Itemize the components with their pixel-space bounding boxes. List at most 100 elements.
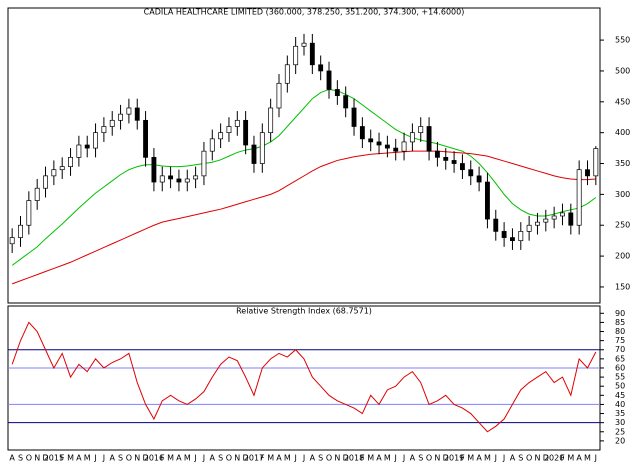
x-tick-label: N [234, 454, 240, 463]
candle-body [59, 166, 65, 171]
x-tick-label: J [293, 454, 296, 463]
x-tick-label: M [67, 454, 74, 463]
candle-body [401, 141, 407, 152]
x-tick-label: N [534, 454, 540, 463]
rsi-title: Relative Strength Index (68.7571) [236, 307, 372, 316]
candle-body [426, 126, 432, 152]
x-tick-label: A [376, 454, 382, 463]
candle-body [126, 107, 132, 115]
candle-body [284, 64, 290, 84]
x-tick-label: J [594, 454, 597, 463]
x-tick-label: D [142, 454, 148, 463]
x-tick-label: 2020 [544, 454, 564, 463]
x-tick-label: 2018 [344, 454, 364, 463]
candle-body [309, 42, 315, 66]
x-tick-label: D [42, 454, 48, 463]
candle-body [485, 181, 490, 220]
x-tick-label: 2015 [44, 454, 64, 463]
y-tick-label: 40 [615, 400, 625, 409]
candle-body [193, 175, 199, 180]
candle-body [301, 42, 307, 47]
x-tick-label: J [102, 454, 105, 463]
x-tick-label: J [502, 454, 505, 463]
candle-body [51, 169, 57, 177]
x-tick-label: M [567, 454, 574, 463]
candle-body [459, 163, 465, 171]
candle-body [259, 132, 265, 164]
candle-body [434, 150, 440, 158]
x-tick-label: A [510, 454, 516, 463]
candle-body [351, 107, 357, 127]
x-tick-label: A [76, 454, 82, 463]
candle-body [501, 231, 507, 238]
x-tick-label: M [184, 454, 191, 463]
candle-body [268, 107, 274, 134]
candle-body [68, 157, 73, 167]
x-tick-label: N [334, 454, 340, 463]
candle-body [334, 89, 340, 96]
x-tick-label: M [284, 454, 291, 463]
x-tick-label: F [360, 454, 365, 463]
candle-body [343, 95, 349, 109]
y-tick-label: 80 [615, 327, 625, 336]
x-tick-label: J [394, 454, 397, 463]
candle-body [318, 64, 324, 72]
x-tick-label: M [167, 454, 174, 463]
x-tick-label: J [202, 454, 205, 463]
candle-body [26, 200, 32, 226]
candle-body [159, 175, 165, 183]
x-tick-label: M [484, 454, 491, 463]
x-tick-label: J [494, 454, 497, 463]
candle-body [151, 157, 157, 183]
x-tick-label: M [267, 454, 274, 463]
candle-body [101, 126, 107, 134]
y-tick-label: 200 [615, 252, 630, 261]
x-tick-label: A [576, 454, 582, 463]
x-tick-label: D [343, 454, 349, 463]
y-tick-label: 25 [615, 427, 625, 436]
candle-body [409, 132, 415, 143]
x-tick-label: N [134, 454, 140, 463]
candle-body [251, 144, 257, 164]
y-tick-label: 45 [615, 391, 625, 400]
y-tick-label: 350 [615, 159, 630, 168]
candle-body [368, 138, 374, 143]
candle-body [510, 237, 515, 242]
y-tick-label: 75 [615, 336, 625, 345]
x-tick-label: 2019 [444, 454, 464, 463]
x-tick-label: A [210, 454, 216, 463]
rsi-line [11, 321, 597, 433]
x-tick-label: S [518, 454, 523, 463]
x-tick-label: D [543, 454, 549, 463]
x-tick-label: D [443, 454, 449, 463]
x-tick-label: N [434, 454, 440, 463]
y-tick-label: 60 [615, 363, 625, 372]
y-tick-label: 550 [615, 36, 630, 45]
x-tick-label: J [402, 454, 405, 463]
y-tick-label: 250 [615, 221, 630, 230]
y-tick-label: 30 [615, 418, 625, 427]
candle-body [451, 160, 457, 164]
x-tick-label: O [126, 454, 132, 463]
y-tick-label: 400 [615, 128, 630, 137]
candle-body [293, 45, 299, 66]
y-tick-label: 20 [615, 436, 625, 445]
candle-body [184, 178, 190, 183]
candle-body [418, 126, 424, 134]
candle-body [218, 132, 224, 140]
candle-body [43, 175, 48, 189]
x-tick-label: M [467, 454, 474, 463]
x-tick-label: S [418, 454, 423, 463]
x-tick-label: A [276, 454, 282, 463]
candle-body [93, 132, 98, 149]
y-tick-label: 500 [615, 66, 630, 75]
y-tick-label: 55 [615, 373, 625, 382]
x-tick-label: O [326, 454, 332, 463]
candle-body [326, 70, 332, 90]
candle-body [9, 237, 15, 245]
candle-body [493, 218, 499, 232]
x-tick-label: A [109, 454, 115, 463]
x-tick-label: S [118, 454, 123, 463]
y-tick-label: 35 [615, 409, 625, 418]
y-tick-label: 450 [615, 97, 630, 106]
